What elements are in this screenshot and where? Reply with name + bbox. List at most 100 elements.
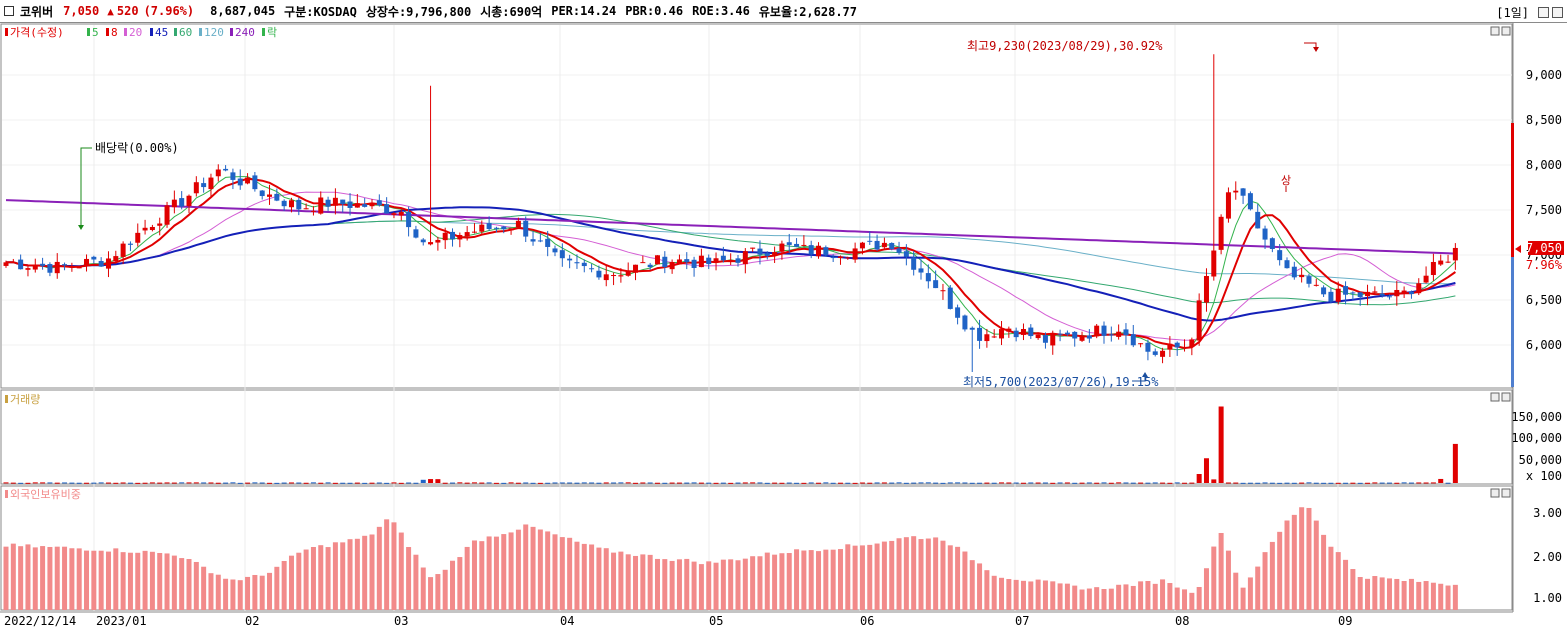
- foreign-ownership-bar: [1394, 578, 1400, 610]
- volume-bar: [977, 482, 983, 484]
- candle-body: [1416, 283, 1422, 294]
- volume-bar: [171, 482, 177, 484]
- foreign-ownership-bar: [713, 562, 719, 610]
- volume-bar: [479, 482, 485, 484]
- select-checkbox[interactable]: [4, 6, 14, 16]
- foreign-ownership-bar: [1064, 583, 1070, 610]
- volume-bar: [1365, 482, 1371, 484]
- volume-bar: [1438, 478, 1444, 483]
- volume-bar: [991, 482, 997, 484]
- foreign-ownership-bar: [757, 556, 763, 610]
- volume-bar: [201, 482, 207, 484]
- foreign-ownership-bar: [1145, 581, 1151, 610]
- listed-shares: 상장수:9,796,800: [365, 4, 472, 19]
- volume-bar: [105, 482, 111, 484]
- price-range-bar-down: [1511, 257, 1514, 387]
- volume-panel-restore-icon[interactable]: [1490, 392, 1500, 402]
- volume-bar: [347, 482, 353, 484]
- volume-bar: [603, 482, 609, 484]
- volume-bar: [325, 482, 331, 484]
- restore-window-icon[interactable]: [1538, 7, 1549, 18]
- foreign-panel-restore-icon[interactable]: [1490, 488, 1500, 498]
- price-legend[interactable]: 가격(수정) 5 8 20 45 60 120 240 락: [5, 26, 277, 39]
- candle-body: [772, 252, 778, 255]
- low-annotation: 최저5,700(2023/07/26),19.15%: [963, 372, 1159, 389]
- foreign-ownership-bar: [428, 577, 434, 610]
- candle-body: [1335, 288, 1341, 302]
- volume-panel-close-icon[interactable]: [1501, 392, 1511, 402]
- volume-bar: [18, 482, 24, 484]
- candle-body: [530, 239, 536, 242]
- foreign-ownership-bar: [171, 555, 177, 610]
- close-window-icon[interactable]: [1552, 7, 1563, 18]
- candle-body: [779, 243, 785, 252]
- volume-bar: [969, 482, 975, 484]
- period-selector[interactable]: [1일]: [1496, 6, 1529, 20]
- price-panel-restore-icon[interactable]: [1490, 26, 1500, 36]
- volume-bar: [1284, 482, 1290, 484]
- foreign-ownership-bar: [1401, 581, 1407, 610]
- foreign-ownership-bar: [1203, 568, 1209, 610]
- volume-bar: [369, 482, 375, 484]
- candle-body: [574, 262, 580, 264]
- candle-body: [245, 177, 251, 184]
- foreign-ownership-bar: [1057, 583, 1063, 610]
- candle-body: [120, 243, 126, 257]
- foreign-ownership-bar: [1335, 552, 1341, 610]
- volume-bar: [1357, 482, 1363, 484]
- price-tick: 8,500: [1526, 113, 1562, 127]
- volume-bar: [127, 482, 133, 484]
- foreign-ownership-bar: [991, 575, 997, 610]
- volume-bar: [310, 482, 316, 484]
- foreign-ownership-bar: [669, 560, 675, 610]
- volume-bar: [281, 482, 287, 484]
- volume-bar: [713, 482, 719, 484]
- foreign-ownership-bar: [845, 544, 851, 610]
- foreign-ownership-bar: [647, 554, 653, 610]
- volume-bar: [1086, 482, 1092, 484]
- volume-bar: [611, 482, 617, 484]
- volume-bar: [420, 479, 426, 483]
- foreign-legend[interactable]: 외국인보유비중: [5, 488, 81, 501]
- candle-body: [852, 248, 858, 260]
- candle-body: [230, 172, 236, 180]
- volume-bar: [1182, 482, 1188, 484]
- candle-body: [1386, 296, 1392, 298]
- volume-bar: [157, 482, 163, 484]
- foreign-ownership-bar: [98, 550, 104, 610]
- price-panel-close-icon[interactable]: [1501, 26, 1511, 36]
- volume-bar: [1277, 482, 1283, 484]
- stock-chart[interactable]: 가격(수정) 5 8 20 45 60 120 240 락 거래량 외국인보유비…: [0, 23, 1567, 630]
- volume-bar: [1350, 482, 1356, 484]
- foreign-ownership-bar: [201, 566, 207, 610]
- foreign-ownership-bar: [413, 554, 419, 610]
- candle-body: [867, 240, 873, 242]
- candle-body: [318, 197, 324, 214]
- legend-price-label: 가격(수정): [10, 26, 64, 39]
- price-legend-swatch: [5, 28, 8, 36]
- volume-bar: [1072, 482, 1078, 484]
- volume-bar: [1401, 482, 1407, 484]
- candle-body: [735, 258, 741, 263]
- volume-bar: [493, 482, 499, 484]
- dividend-arrow-icon: [78, 225, 84, 230]
- foreign-ownership-bar: [245, 576, 251, 610]
- foreign-ownership-bar: [559, 537, 565, 610]
- foreign-ownership-bar: [874, 543, 880, 610]
- foreign-panel-close-icon[interactable]: [1501, 488, 1511, 498]
- volume-bar: [962, 482, 968, 484]
- candle-body: [1225, 192, 1231, 219]
- volume-bar: [1196, 474, 1202, 483]
- candle-body: [1064, 332, 1070, 335]
- volume-legend[interactable]: 거래량: [5, 393, 40, 406]
- candle-body: [267, 194, 273, 197]
- market-type: 구분:KOSDAQ: [284, 4, 357, 19]
- candle-body: [1020, 328, 1026, 335]
- volume-bar: [669, 482, 675, 484]
- candle-body: [1086, 335, 1092, 339]
- foreign-ownership-bar: [691, 561, 697, 610]
- legend-ma60: 60: [179, 26, 192, 39]
- foreign-ownership-bar: [889, 540, 895, 610]
- roe-value: ROE:3.46: [692, 4, 750, 18]
- volume-bar: [698, 482, 704, 484]
